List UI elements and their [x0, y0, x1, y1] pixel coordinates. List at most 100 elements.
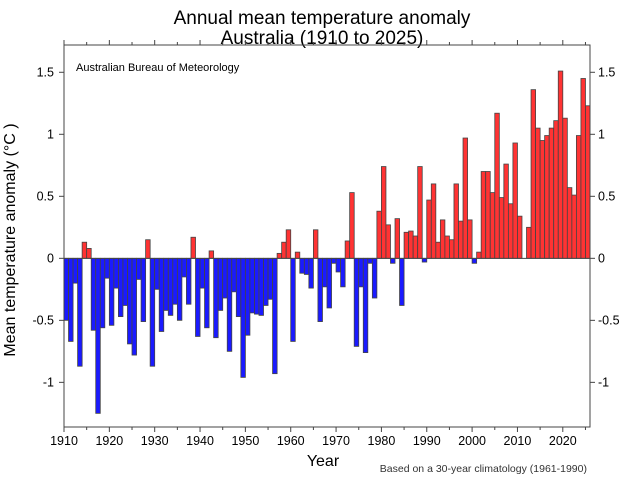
bar-1937: [186, 257, 192, 305]
bar-1953: [258, 257, 264, 316]
y-tick-label-right: -1: [598, 375, 609, 389]
y-tick-label-left: 0.5: [37, 189, 54, 203]
chart-title: Annual mean temperature anomaly: [174, 8, 471, 29]
bar-1977: [367, 257, 373, 264]
bar-1978: [371, 257, 378, 299]
bar-1925: [131, 257, 137, 356]
bar-1969: [331, 257, 337, 264]
x-axis-label: Year: [307, 453, 340, 470]
bar-1980: [381, 166, 387, 259]
y-tick-label-left: 1: [47, 127, 54, 141]
bar-1939: [195, 257, 201, 337]
bar-2024: [580, 78, 586, 259]
climatology-footnote: Based on a 30-year climatology (1961-199…: [380, 463, 587, 475]
bar-1943: [213, 257, 219, 339]
bar-1913: [77, 257, 83, 367]
bar-1960: [290, 257, 296, 342]
bar-1974: [353, 257, 360, 347]
bar-1930: [154, 257, 160, 290]
x-tick-label: 2000: [458, 434, 486, 448]
bar-1918: [99, 257, 106, 329]
bar-1976: [362, 257, 369, 353]
bar-1971: [340, 257, 346, 288]
bar-1967: [322, 257, 328, 288]
bar-2010: [517, 215, 523, 259]
bar-2006: [498, 197, 505, 259]
y-tick-label-right: 1: [598, 127, 605, 141]
bar-1962: [299, 257, 305, 274]
bar-1912: [72, 257, 79, 284]
bar-1998: [462, 137, 468, 259]
bar-2022: [571, 194, 577, 259]
bar-1911: [68, 257, 74, 342]
bar-1961: [294, 251, 301, 259]
y-axis-label: Mean temperature anomaly (°C ): [2, 123, 19, 356]
bar-1966: [317, 257, 323, 322]
bar-1965: [312, 229, 319, 259]
bars: [63, 70, 591, 414]
bar-1923: [122, 257, 128, 306]
bar-2003: [485, 171, 491, 259]
bar-1981: [385, 224, 391, 259]
x-tick-label: 1970: [322, 434, 350, 448]
bar-1931: [158, 257, 165, 332]
bar-1915: [86, 248, 92, 259]
bar-1927: [140, 257, 147, 322]
x-tick-label: 1960: [277, 434, 305, 448]
bar-1988: [417, 166, 423, 259]
y-tick-label-left: -0.5: [32, 313, 54, 327]
y-tick-label-left: 1.5: [37, 65, 54, 79]
y-tick-label-right: -0.5: [598, 313, 620, 327]
bar-1985: [403, 231, 410, 259]
x-tick-label: 1940: [186, 434, 214, 448]
bar-2020: [562, 117, 568, 259]
bar-2000: [471, 257, 478, 264]
y-tick-label-right: 1.5: [598, 65, 615, 79]
bar-1997: [458, 220, 464, 259]
bar-1959: [285, 229, 292, 259]
bar-1924: [127, 257, 133, 345]
y-tick-label-left: 0: [47, 251, 54, 265]
bar-1941: [204, 257, 210, 329]
bar-1949: [240, 257, 246, 378]
bar-1942: [208, 250, 215, 259]
bar-1984: [399, 257, 405, 306]
chart-subtitle: Australia (1910 to 2025): [221, 28, 424, 49]
bar-1919: [104, 257, 110, 279]
bar-1947: [231, 257, 237, 293]
bar-1963: [303, 257, 310, 275]
bar-1917: [95, 257, 101, 414]
bar-2018: [553, 120, 559, 259]
bar-2015: [539, 140, 546, 259]
bar-1929: [149, 257, 156, 367]
plot-frame: [63, 44, 591, 428]
bar-1933: [167, 257, 174, 316]
x-tick-label: 1920: [95, 434, 123, 448]
bar-1938: [190, 236, 196, 259]
bar-1928: [145, 239, 151, 259]
axes: 1910 1920 1930 1940 1950 1960 1970 1980 1990 2000…: [32, 40, 620, 448]
bar-1995: [449, 239, 455, 259]
bar-1992: [435, 241, 441, 259]
bar-1946: [226, 257, 233, 352]
x-tick-label: 1910: [50, 434, 78, 448]
y-tick-label-left: -1: [43, 375, 54, 389]
bar-2017: [548, 127, 555, 259]
bar-2013: [530, 89, 536, 259]
bar-1964: [308, 257, 314, 289]
bar-1973: [349, 192, 355, 259]
bar-1936: [181, 257, 187, 278]
bar-2016: [544, 135, 550, 259]
bar-2014: [535, 127, 541, 259]
bar-1958: [281, 241, 287, 259]
x-tick-label: 2020: [549, 434, 577, 448]
bar-1970: [335, 257, 342, 273]
bar-2005: [494, 112, 500, 259]
x-tick-label: 1950: [231, 434, 259, 448]
bar-1920: [108, 257, 115, 326]
bar-2012: [526, 226, 532, 259]
bar-1916: [90, 257, 97, 331]
bar-2004: [489, 192, 496, 259]
bar-1987: [412, 235, 419, 259]
